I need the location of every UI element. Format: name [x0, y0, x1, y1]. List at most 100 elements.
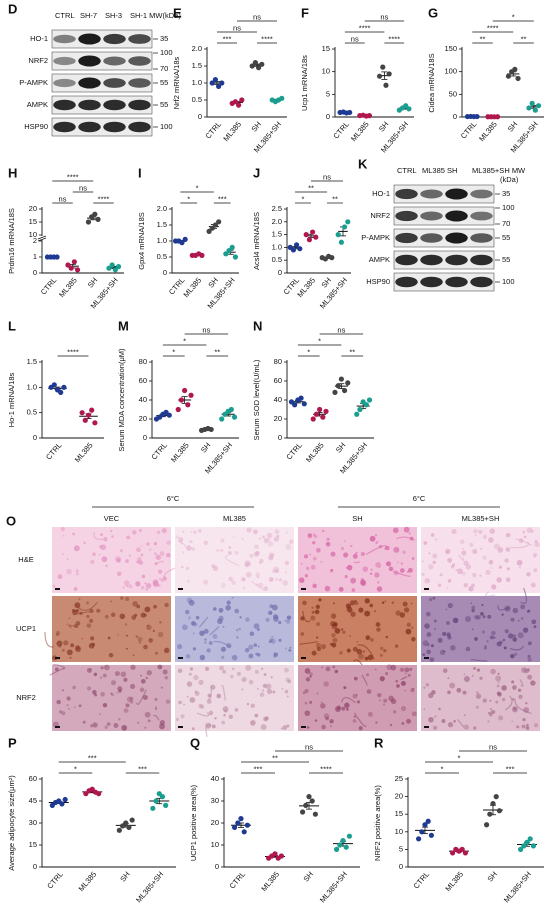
- y-tick-label: 60: [274, 376, 282, 385]
- data-point: [252, 60, 258, 66]
- cell-texture: [140, 545, 143, 547]
- data-point: [62, 796, 68, 803]
- cell-texture: [421, 572, 425, 577]
- cell-texture: [355, 694, 358, 696]
- cell-texture: [364, 610, 371, 617]
- cell-texture: [203, 540, 209, 545]
- y-tick-label: 40: [211, 774, 219, 783]
- y-tick-label: 0.5: [157, 252, 167, 261]
- cell-texture: [213, 607, 217, 611]
- cell-texture: [511, 720, 514, 723]
- cell-texture: [478, 530, 483, 534]
- y-tick-label: 0: [33, 433, 37, 442]
- cell-texture: [254, 669, 259, 674]
- cell-texture: [190, 531, 193, 534]
- cell-texture: [480, 612, 484, 616]
- data-point: [376, 73, 383, 79]
- data-point: [216, 83, 222, 89]
- y-tick-label: 5: [326, 89, 330, 98]
- fiber-texture: [395, 536, 415, 541]
- blot-row-label: AMPK: [27, 100, 48, 109]
- cell-texture: [393, 546, 400, 553]
- cell-texture: [67, 707, 70, 710]
- cell-texture: [393, 710, 397, 714]
- x-tick-label: SH: [506, 120, 520, 134]
- cell-texture: [446, 621, 450, 625]
- cell-texture: [60, 526, 65, 532]
- blot-band: [395, 210, 418, 222]
- cell-texture: [370, 638, 374, 642]
- data-point: [342, 224, 348, 230]
- fiber-texture: [509, 645, 525, 651]
- cell-texture: [358, 653, 365, 660]
- y-tick-label: 20: [29, 204, 37, 213]
- cell-texture: [534, 541, 540, 548]
- data-point: [212, 77, 218, 83]
- blot-band: [395, 188, 418, 200]
- cell-texture: [433, 619, 437, 623]
- cell-texture: [73, 706, 76, 709]
- data-point: [459, 846, 465, 853]
- panel-letter: D: [8, 1, 17, 16]
- cell-texture: [350, 544, 353, 548]
- cell-texture: [323, 713, 330, 719]
- cell-texture: [146, 624, 150, 627]
- cell-texture: [303, 554, 309, 559]
- data-point: [238, 816, 244, 822]
- cell-texture: [119, 613, 126, 620]
- cell-texture: [189, 697, 196, 703]
- cell-texture: [224, 709, 228, 713]
- micrograph: [421, 596, 540, 662]
- cell-texture: [135, 581, 141, 587]
- data-point: [496, 808, 502, 814]
- cell-texture: [305, 677, 310, 682]
- cell-texture: [516, 725, 520, 729]
- blot-band: [420, 211, 443, 221]
- cell-texture: [429, 657, 435, 662]
- data-point: [337, 842, 343, 848]
- panel-letter: R: [374, 735, 384, 750]
- cell-texture: [57, 574, 63, 580]
- lane-label: SH-3: [105, 11, 122, 20]
- cell-texture: [186, 545, 192, 551]
- cell-texture: [428, 597, 433, 602]
- cell-texture: [245, 664, 252, 671]
- cell-texture: [512, 706, 518, 713]
- cell-texture: [411, 626, 414, 629]
- cell-texture: [192, 647, 197, 651]
- x-tick-label: CTRL: [44, 441, 63, 462]
- cell-texture: [316, 622, 321, 627]
- y-tick-label: 0: [453, 112, 457, 121]
- cell-texture: [379, 653, 383, 657]
- scale-bar: [178, 657, 183, 659]
- fiber-texture: [136, 689, 147, 706]
- cell-texture: [159, 551, 165, 556]
- mw-unit: (kDa): [500, 175, 519, 184]
- cell-texture: [518, 566, 521, 569]
- blot-band: [103, 78, 126, 88]
- data-point: [306, 237, 312, 243]
- cell-texture: [116, 557, 122, 563]
- cell-texture: [431, 690, 436, 695]
- cell-texture: [404, 667, 410, 673]
- cell-texture: [447, 602, 453, 609]
- cell-texture: [447, 722, 454, 728]
- cell-texture: [239, 616, 242, 619]
- cell-texture: [272, 569, 277, 574]
- cell-texture: [476, 668, 481, 672]
- cell-texture: [530, 680, 536, 686]
- data-point: [232, 254, 239, 260]
- mw-label: 100: [502, 203, 515, 212]
- fiber-texture: [519, 678, 524, 687]
- cell-texture: [491, 630, 496, 636]
- cell-texture: [479, 574, 482, 577]
- y-tick-label: 0: [278, 433, 282, 442]
- cell-texture: [106, 722, 111, 726]
- fiber-texture: [160, 577, 164, 583]
- cell-texture: [343, 686, 347, 690]
- blot-band: [128, 78, 151, 88]
- cell-texture: [489, 713, 493, 717]
- cell-texture: [428, 692, 434, 699]
- cell-texture: [86, 686, 92, 691]
- cell-texture: [268, 640, 272, 644]
